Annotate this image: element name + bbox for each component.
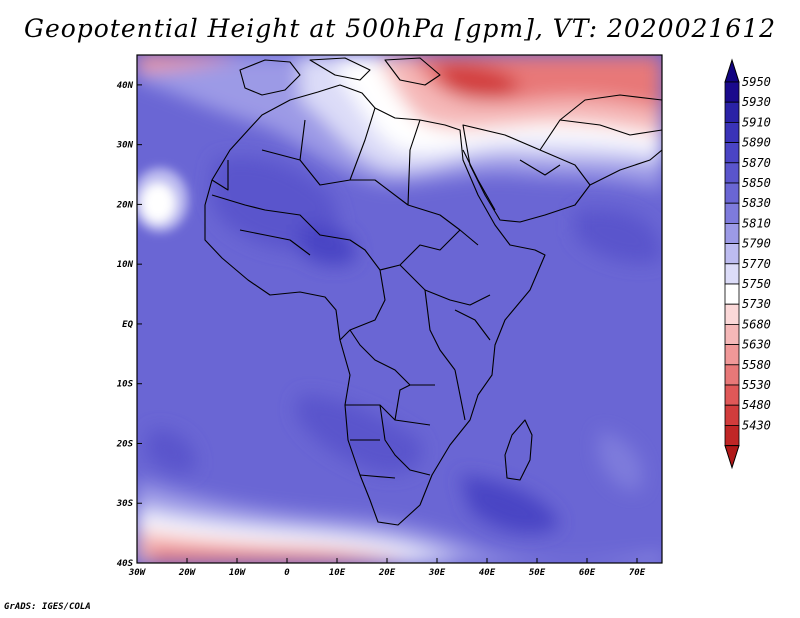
colorbar-label: 5790 [742, 237, 771, 251]
colorbar-swatch [724, 303, 740, 325]
colorbar-label: 5930 [742, 95, 771, 109]
colorbar-label: 5630 [742, 338, 771, 352]
lat-tick-label: 30N [116, 141, 134, 151]
colorbar-label: 5580 [742, 358, 771, 372]
colorbar-swatch [724, 404, 740, 426]
lat-tick-label: 20S [116, 439, 134, 449]
lon-tick-label: 40E [479, 568, 496, 578]
colorbar-label: 5870 [742, 156, 771, 170]
lat-tick-label: EQ [122, 320, 133, 330]
lon-tick-label: 50E [529, 568, 546, 578]
colorbar-swatch [724, 122, 740, 144]
lon-tick-label: 10W [229, 568, 247, 578]
colorbar-label: 5680 [742, 317, 771, 331]
lat-tick-label: 20N [116, 200, 134, 210]
colorbar-swatch [724, 323, 740, 345]
height-field [137, 55, 662, 563]
credit-text: GrADS: IGES/COLA [4, 602, 91, 612]
colorbar-top-arrow [724, 58, 740, 83]
map-title: Geopotential Height at 500hPa [gpm], VT:… [23, 14, 777, 43]
colorbar-swatch [724, 263, 740, 285]
colorbar-label: 5810 [742, 216, 771, 230]
colorbar-label: 5430 [742, 418, 771, 432]
colorbar-swatch [724, 384, 740, 406]
colorbar-swatch [724, 81, 740, 103]
lat-tick-label: 10N [117, 260, 134, 270]
axis-ticks: 30W 20W 10W 0 10E 20E 30E 40E 50E 60E 70E 40N 30N 20N… [116, 81, 646, 578]
colorbar-swatch [724, 222, 740, 244]
lat-tick-label: 40S [117, 559, 134, 569]
lat-tick-label: 10S [117, 380, 134, 390]
lon-tick-label: 10E [329, 568, 346, 578]
colorbar-swatch [724, 101, 740, 123]
colorbar-swatch [724, 424, 740, 446]
colorbar-label: 5910 [742, 115, 771, 129]
colorbar-swatch [724, 142, 740, 164]
lon-tick-label: 20E [378, 568, 396, 578]
colorbar-label: 5890 [742, 136, 771, 150]
colorbar-label: 5850 [742, 176, 771, 190]
colorbar-label: 5950 [742, 75, 771, 89]
lon-tick-label: 0 [284, 568, 290, 578]
colorbar-label: 5730 [742, 297, 771, 311]
colorbar-swatch [724, 364, 740, 386]
colorbar-label: 5480 [742, 398, 771, 412]
lon-tick-label: 60E [579, 568, 596, 578]
lon-tick-label: 30E [428, 568, 446, 578]
colorbar-swatch [724, 344, 740, 366]
colorbar: 5950 5930 5910 5890 5870 5850 5830 5810 5790 5770… [724, 58, 771, 470]
colorbar-swatch [724, 283, 740, 305]
colorbar-label: 5750 [742, 277, 771, 291]
lat-tick-label: 30S [116, 499, 134, 509]
colorbar-label: 5770 [742, 257, 771, 271]
lat-tick-label: 40N [117, 81, 134, 91]
colorbar-label: 5530 [742, 378, 771, 392]
colorbar-swatch [724, 243, 740, 265]
colorbar-bottom-arrow [724, 445, 740, 470]
colorbar-swatch [724, 202, 740, 224]
colorbar-swatch [724, 182, 740, 204]
lon-tick-label: 30W [128, 568, 147, 578]
lon-tick-label: 20W [178, 568, 197, 578]
colorbar-label: 5830 [742, 196, 771, 210]
lon-tick-label: 70E [629, 568, 646, 578]
colorbar-swatch [724, 162, 740, 184]
plot-frame [136, 54, 663, 564]
